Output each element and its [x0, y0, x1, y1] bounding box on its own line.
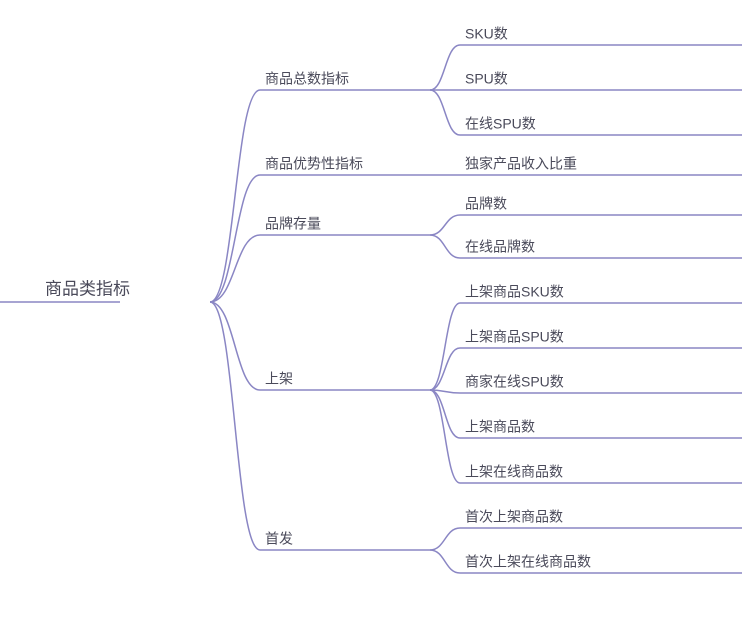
branch-node: 上架 [265, 371, 293, 387]
leaf-node: 上架商品SKU数 [465, 284, 564, 300]
branch-node: 首发 [265, 531, 293, 547]
leaf-node: SPU数 [465, 71, 508, 87]
mindmap-diagram: 商品类指标 商品总数指标 SKU数 SPU数在线SPU数商品优势性指标 独家产品收入比重… [0, 0, 742, 628]
leaf-node: 上架商品SPU数 [465, 329, 564, 345]
leaf-node: 首次上架在线商品数 [465, 554, 591, 570]
branch-node: 商品总数指标 [265, 71, 349, 87]
branch-node: 品牌存量 [265, 216, 321, 232]
branch-node: 商品优势性指标 [265, 156, 363, 172]
leaf-node: 上架在线商品数 [465, 464, 563, 480]
leaf-node: 在线品牌数 [465, 239, 535, 255]
leaf-node: 商家在线SPU数 [465, 374, 564, 390]
root-node: 商品类指标 [45, 279, 130, 298]
leaf-node: 独家产品收入比重 [465, 156, 577, 172]
leaf-node: 上架商品数 [465, 419, 535, 435]
leaf-node: 在线SPU数 [465, 116, 536, 132]
leaf-node: 首次上架商品数 [465, 509, 563, 525]
leaf-node: 品牌数 [465, 196, 507, 212]
leaf-node: SKU数 [465, 26, 508, 42]
